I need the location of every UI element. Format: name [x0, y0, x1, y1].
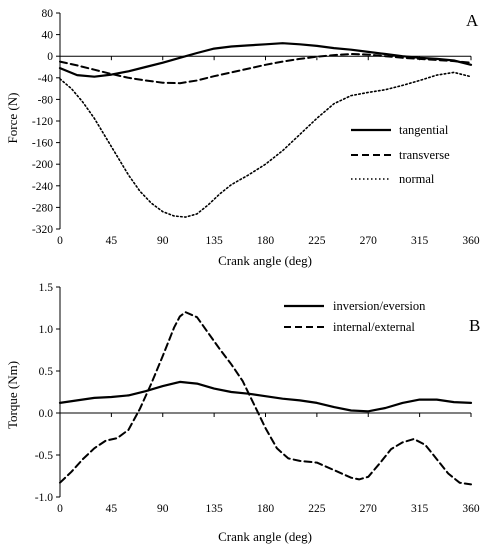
- legend-label-inversion-eversion: inversion/eversion: [333, 299, 426, 313]
- panel-b-y-tick-label: -0.5: [35, 450, 53, 462]
- panel-b-x-tick-label: 90: [157, 503, 169, 515]
- panel-b-tick-layer: 1.5 1.0 0.5 0.0 -0.5 -1.0 0 45 90 135 180 225 270 315…: [35, 282, 480, 515]
- panel-a-x-tick-label: 180: [257, 235, 275, 247]
- legend-label-tangential: tangential: [399, 123, 449, 137]
- panel-a: A 80 40 0 -40 -80 -120 -160 -200 -240 -280 -320 0 45…: [5, 8, 480, 268]
- panel-b-y-tick-label: 0.0: [39, 408, 54, 420]
- panel-a-x-axis-label: Crank angle (deg): [218, 253, 312, 268]
- panel-a-y-tick-label: -200: [32, 159, 53, 171]
- panel-a-y-tick-label: -40: [38, 73, 54, 85]
- panel-a-y-tick-label: -240: [32, 181, 53, 193]
- series-line-tangential: [58, 42, 473, 78]
- legend-label-internal-external: internal/external: [333, 320, 415, 334]
- panel-a-x-tick-label: 90: [157, 235, 169, 247]
- panel-a-y-tick-label: -120: [32, 116, 53, 128]
- panel-a-x-tick-label: 225: [308, 235, 326, 247]
- panel-a-series-layer: [58, 42, 473, 218]
- panel-b-x-tick-label: 315: [411, 503, 429, 515]
- panel-a-x-tick-label: 270: [360, 235, 378, 247]
- legend-label-transverse: transverse: [399, 148, 450, 162]
- panel-a-y-tick-label: 80: [42, 8, 54, 20]
- panel-b-x-axis-label: Crank angle (deg): [218, 529, 312, 544]
- series-line-internal-external: [59, 311, 472, 486]
- panel-a-y-tick-label: -320: [32, 224, 53, 236]
- panel-a-y-tick-label: -80: [38, 94, 54, 106]
- panel-b-x-tick-label: 225: [308, 503, 326, 515]
- series-line-inversion-eversion: [58, 380, 473, 413]
- panel-b-y-axis-label: Torque (Nm): [5, 361, 20, 429]
- panel-a-legend: tangential transverse normal: [351, 123, 450, 186]
- panel-a-x-tick-label: 0: [57, 235, 63, 247]
- panel-a-x-tick-label: 135: [206, 235, 224, 247]
- panel-b-y-tick-label: 1.5: [39, 282, 54, 294]
- legend-label-normal: normal: [399, 172, 435, 186]
- panel-b-y-tick-label: 1.0: [39, 324, 54, 336]
- panel-a-x-tick-label: 45: [106, 235, 118, 247]
- panel-a-y-tick-label: 40: [42, 30, 54, 42]
- panel-a-y-tick-label: 0: [47, 51, 53, 63]
- panel-b-y-tick-label: 0.5: [39, 366, 54, 378]
- panel-b-x-tick-label: 45: [106, 503, 118, 515]
- panel-a-y-tick-label: -280: [32, 202, 53, 214]
- series-line-normal: [59, 71, 472, 218]
- panel-b-legend: inversion/eversion internal/external: [284, 299, 426, 334]
- panel-b-letter: B: [469, 316, 480, 335]
- panel-a-y-axis-label: Force (N): [5, 93, 20, 144]
- panel-a-x-tick-label: 360: [462, 235, 480, 247]
- panel-b-x-tick-label: 180: [257, 503, 275, 515]
- series-line-transverse: [59, 53, 472, 85]
- panel-a-letter: A: [466, 11, 479, 30]
- panel-a-x-tick-label: 315: [411, 235, 429, 247]
- panel-a-tick-layer: 80 40 0 -40 -80 -120 -160 -200 -240 -280 -320 0 45 90…: [32, 8, 480, 247]
- panel-a-y-tick-label: -160: [32, 138, 53, 150]
- panel-b-x-tick-label: 270: [360, 503, 378, 515]
- panel-b-x-tick-label: 360: [462, 503, 480, 515]
- panel-b-x-tick-label: 135: [206, 503, 224, 515]
- panel-b-y-tick-label: -1.0: [35, 492, 53, 504]
- panel-b-series-layer: [58, 311, 473, 486]
- panel-b-x-tick-label: 0: [57, 503, 63, 515]
- panel-b: B 1.5 1.0 0.5 0.0 -0.5 -1.0 0 45 90 135 180 225 270 3…: [5, 282, 480, 544]
